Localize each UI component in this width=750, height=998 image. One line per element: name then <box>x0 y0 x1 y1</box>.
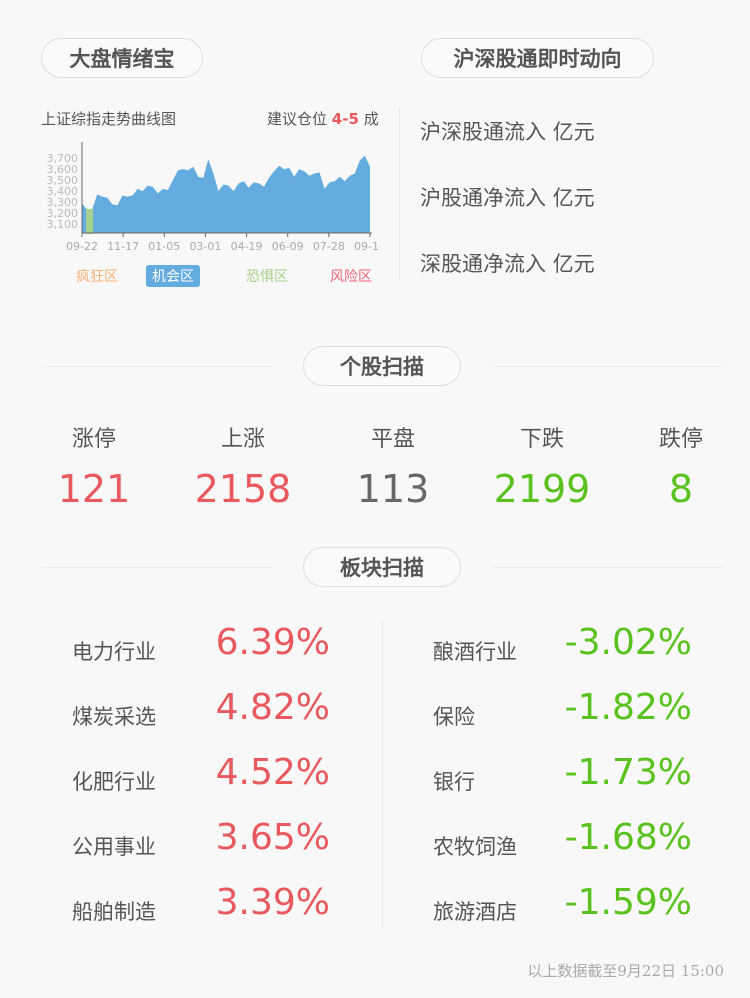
sector-pct: -1.82% <box>564 687 692 728</box>
footer-timestamp: 以上数据截至9月22日 15:00 <box>527 962 724 980</box>
position-advice: 建议仓位 4-5 成 <box>267 108 379 129</box>
stat-value: 2158 <box>194 467 292 511</box>
stat-label: 跌停 <box>658 427 703 452</box>
zone-2[interactable]: 恐惧区 <box>246 269 288 285</box>
flow-item: 深股通净流入 亿元 <box>420 252 595 276</box>
zone-0[interactable]: 疯狂区 <box>76 269 118 285</box>
sentiment-title: 大盘情绪宝 <box>41 38 203 78</box>
y-tick-label: 3,100 <box>47 218 79 231</box>
sector-name: 电力行业 <box>72 640 156 664</box>
zone-legend: 疯狂区 机会区 恐惧区 风险区 <box>40 265 380 287</box>
y-tick-label: 3,300 <box>47 196 79 209</box>
flow-item: 沪股通净流入 亿元 <box>420 186 595 210</box>
flow-item: 沪深股通流入 亿元 <box>420 120 595 144</box>
sector-name: 船舶制造 <box>72 900 156 924</box>
sector-pct: 3.65% <box>215 817 330 858</box>
divider <box>42 366 272 367</box>
chart-label: 上证综指走势曲线图 <box>41 110 177 128</box>
x-tick-label: 01-05 <box>148 240 180 253</box>
advice-prefix: 建议仓位 <box>267 110 328 128</box>
sector-pct: 4.52% <box>215 752 330 793</box>
stat-label: 涨停 <box>71 427 116 452</box>
stat-label: 平盘 <box>370 427 415 452</box>
stat-value: 113 <box>356 467 430 511</box>
divider <box>492 567 724 568</box>
divider <box>42 567 272 568</box>
stat-value: 121 <box>57 467 131 511</box>
sector-name: 公用事业 <box>72 835 156 859</box>
advice-value: 4-5 <box>331 110 359 128</box>
stock-stat: 下跌 2199 <box>472 421 612 511</box>
zone-1[interactable]: 机会区 <box>146 265 200 287</box>
sector-pct: 6.39% <box>215 622 330 663</box>
fear-zone-area <box>86 208 94 234</box>
sector-pct: -1.59% <box>564 882 692 923</box>
x-tick-label: 06-09 <box>272 240 304 253</box>
sector-pct: 4.82% <box>215 687 330 728</box>
sector-pct: -1.68% <box>564 817 692 858</box>
connect-title: 沪深股通即时动向 <box>421 38 654 78</box>
sector-pct: -1.73% <box>564 752 692 793</box>
stocks-title: 个股扫描 <box>303 346 461 386</box>
sector-pct: -3.02% <box>564 622 692 663</box>
sectors-title: 板块扫描 <box>303 547 461 587</box>
stat-label: 下跌 <box>519 427 564 452</box>
stat-value: 2199 <box>493 467 591 511</box>
x-tick-label: 09-22 <box>66 240 98 253</box>
sector-pct: 3.39% <box>215 882 330 923</box>
sector-name: 银行 <box>433 770 475 794</box>
y-tick-label: 3,600 <box>47 163 79 176</box>
stock-stat: 平盘 113 <box>323 421 463 511</box>
index-chart: 3,100 3,200 3,300 3,400 3,500 3,600 3,700 09-22… <box>40 140 386 260</box>
index-area <box>82 155 370 233</box>
y-tick-label: 3,400 <box>47 185 79 198</box>
y-tick-label: 3,200 <box>47 207 79 220</box>
sector-name: 煤炭采选 <box>72 705 156 729</box>
x-tick-label: 03-01 <box>189 240 221 253</box>
sector-name: 化肥行业 <box>72 770 156 794</box>
x-tick-label: 11-17 <box>107 240 139 253</box>
divider-vertical <box>399 108 400 280</box>
stock-stat: 跌停 8 <box>611 421 750 511</box>
x-tick-label: 07-28 <box>313 240 345 253</box>
advice-suffix: 成 <box>363 110 379 128</box>
sector-name: 旅游酒店 <box>433 900 517 924</box>
y-tick-label: 3,700 <box>47 152 79 165</box>
sector-name: 酿酒行业 <box>433 640 517 664</box>
x-tick-label: 04-19 <box>231 240 263 253</box>
divider <box>492 366 724 367</box>
sector-name: 农牧饲渔 <box>433 835 517 859</box>
divider-vertical <box>382 620 383 930</box>
stock-stat: 涨停 121 <box>24 421 164 511</box>
stock-stat: 上涨 2158 <box>173 421 313 511</box>
x-tick-label: 09-14 <box>354 240 380 253</box>
y-tick-label: 3,500 <box>47 174 79 187</box>
stat-label: 上涨 <box>220 427 265 452</box>
zone-3[interactable]: 风险区 <box>330 269 372 285</box>
stat-value: 8 <box>668 467 694 511</box>
sector-name: 保险 <box>433 705 475 729</box>
